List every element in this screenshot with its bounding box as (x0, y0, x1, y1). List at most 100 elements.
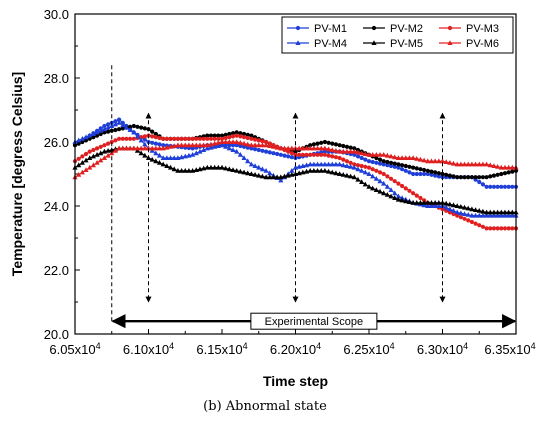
data-point (469, 175, 474, 180)
data-point (285, 145, 291, 151)
data-point (355, 166, 361, 172)
data-point (286, 149, 291, 154)
data-point (392, 164, 397, 169)
data-point (260, 148, 265, 153)
data-point (348, 145, 353, 150)
data-point (98, 150, 104, 156)
data-point (370, 152, 376, 157)
data-point (502, 171, 508, 176)
annotations: Experimental Scope (111, 65, 517, 330)
plot-frame (74, 13, 517, 335)
data-point (466, 218, 471, 223)
data-point (318, 168, 324, 173)
data-point (484, 212, 490, 218)
x-tick-label: 6.30x104 (417, 341, 468, 357)
data-point (123, 145, 130, 151)
data-point (461, 204, 468, 210)
data-point (178, 142, 185, 148)
data-point (414, 156, 420, 161)
y-tick-label: 30.0 (44, 7, 69, 22)
data-point (499, 184, 504, 189)
data-point (433, 170, 438, 175)
data-point (484, 226, 489, 231)
data-point (333, 170, 339, 176)
data-point (377, 188, 383, 194)
data-point (491, 184, 497, 189)
legend-item-pv-m5: PV-M5 (363, 38, 423, 50)
data-point (153, 135, 158, 140)
data-point (469, 212, 475, 218)
data-point (90, 153, 96, 159)
data-point (94, 152, 100, 157)
data-point (488, 184, 493, 189)
data-point (234, 143, 239, 148)
data-point (304, 152, 309, 157)
x-tick-label: 6.10x104 (123, 341, 174, 357)
legend-item-pv-m1: PV-M1 (287, 23, 347, 35)
data-point (271, 151, 276, 156)
data-point (172, 136, 177, 141)
data-point (94, 160, 100, 165)
data-point (87, 155, 93, 160)
data-point (348, 148, 354, 154)
data-point (502, 212, 508, 218)
data-point (223, 139, 229, 144)
data-point (164, 155, 170, 160)
data-point (105, 152, 111, 158)
data-point (455, 213, 460, 218)
data-point (138, 145, 144, 151)
data-point (395, 193, 401, 199)
data-point (153, 150, 159, 156)
data-point (454, 203, 460, 208)
data-point (447, 40, 453, 45)
data-point (417, 200, 424, 205)
data-point (480, 212, 486, 218)
data-point (429, 169, 434, 174)
data-point (76, 141, 81, 146)
legend: PV-M1 PV-M2 PV-M3 PV-M4 PV-M5 PV-M6 (281, 16, 514, 54)
data-point (238, 143, 243, 149)
data-point (355, 149, 361, 155)
legend-label: PV-M6 (466, 38, 499, 50)
data-point (179, 136, 184, 141)
data-point (226, 139, 232, 144)
data-point (267, 143, 273, 148)
data-point (248, 142, 254, 148)
data-point (197, 142, 203, 148)
y-tick-label: 24.0 (44, 199, 69, 214)
data-point (506, 184, 511, 189)
data-point (127, 145, 133, 151)
data-point (325, 161, 332, 167)
data-point (495, 164, 501, 169)
data-point (112, 148, 119, 153)
data-point (322, 168, 328, 173)
data-point (295, 25, 301, 31)
data-point (491, 212, 497, 218)
data-point (506, 164, 512, 170)
data-point (252, 142, 258, 148)
data-point (267, 150, 272, 155)
data-point (472, 207, 479, 212)
data-point (384, 192, 390, 197)
data-point (447, 201, 453, 207)
data-point (134, 133, 141, 139)
data-point (263, 142, 269, 148)
data-point (388, 153, 394, 159)
data-point (495, 226, 500, 231)
data-point (131, 129, 137, 135)
data-point (94, 129, 100, 135)
data-point (495, 209, 501, 215)
data-point (138, 137, 144, 143)
data-point (480, 208, 486, 214)
legend-label: PV-M4 (314, 38, 347, 50)
data-point (352, 152, 357, 157)
data-point (124, 136, 129, 141)
data-point (131, 145, 137, 151)
data-point (425, 168, 430, 173)
data-point (351, 164, 357, 170)
data-point (373, 176, 379, 181)
data-point (289, 151, 294, 156)
data-point (399, 155, 405, 160)
data-point (366, 159, 372, 164)
data-point (157, 135, 162, 141)
